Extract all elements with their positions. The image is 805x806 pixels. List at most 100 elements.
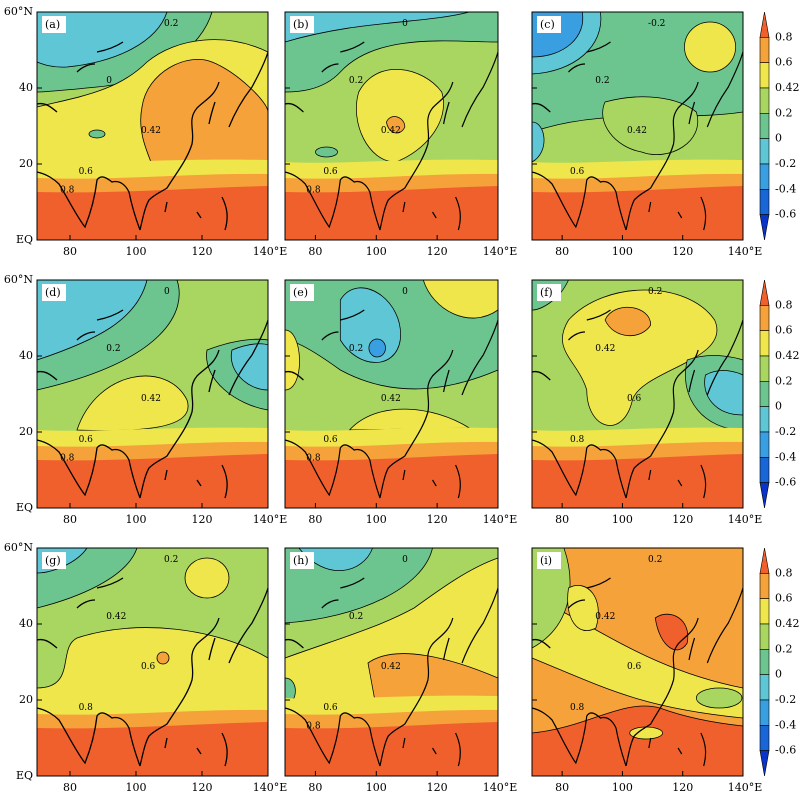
x-tick-label: 120 (427, 781, 448, 794)
panel-frame (284, 11, 499, 241)
y-tick-label: 60°N (4, 5, 33, 18)
x-tick-label: 120 (192, 513, 213, 526)
x-tick-label: 140°E (728, 513, 763, 526)
colorbar-segment (759, 573, 770, 599)
contour-label: 0.2 (164, 19, 178, 29)
contour-label: 0.2 (648, 287, 662, 297)
contour-label: 0.2 (648, 555, 662, 565)
colorbar-cap (759, 750, 770, 777)
colorbar-cap (759, 279, 770, 306)
contour-label: 0.8 (570, 435, 585, 445)
colorbar-label: 0.8 (775, 298, 793, 311)
panel-label-box (42, 284, 66, 301)
x-tick-label: 100 (126, 513, 147, 526)
colorbar-label: 0.6 (775, 56, 793, 69)
x-tick-label: 80 (63, 781, 77, 794)
colorbar-segment (759, 725, 770, 751)
colorbar-label: -0.4 (775, 450, 796, 463)
contour-label: 0.6 (570, 167, 585, 177)
x-tick-label: 140°E (483, 781, 518, 794)
panel-frame (284, 547, 499, 777)
x-tick-label: 100 (612, 513, 633, 526)
colorbar-label: 0.42 (775, 349, 800, 362)
contour-label: 0.2 (106, 344, 120, 354)
colorbar-segment (759, 355, 770, 382)
contour-label: 0.6 (627, 662, 642, 672)
colorbar-label: 0.8 (775, 30, 793, 43)
contour-label: 0 (402, 287, 408, 297)
panel-label: (c) (540, 18, 555, 31)
panel-label-box (537, 16, 561, 33)
panel-label-box (537, 284, 561, 301)
y-tick-label: 20 (19, 157, 33, 170)
x-tick-label: 80 (555, 245, 569, 258)
panel-frame (36, 279, 269, 509)
colorbar-segment (759, 649, 770, 675)
panel-f (531, 279, 744, 509)
x-tick-label: 100 (366, 513, 387, 526)
contour-label: 0.8 (60, 185, 75, 195)
x-tick-label: 120 (192, 245, 213, 258)
contour-label: 0.6 (323, 435, 338, 445)
colorbar-segment (759, 87, 770, 114)
contour-label: 0.6 (141, 662, 156, 672)
x-tick-label: 80 (555, 513, 569, 526)
colorbar-segment (759, 305, 770, 331)
colorbars: 0.8 0.6 0.42 0.2 0 -0.2 -0.4 -0.6 0.8 0.6 0.42 0.2 0… (759, 11, 800, 777)
contour-label: 0.42 (381, 126, 401, 136)
colorbar-label: -0.6 (775, 476, 796, 489)
colorbar-segment (759, 113, 770, 139)
colorbar-label: 0 (775, 132, 782, 145)
panel-label-box (290, 552, 314, 569)
contour-label: 0.6 (79, 167, 94, 177)
y-tick-label: EQ (16, 501, 33, 514)
contour-label: 0.2 (164, 555, 178, 565)
colorbar-segment (759, 62, 770, 89)
colorbar-label: 0.2 (775, 106, 793, 119)
x-tick-label: 100 (366, 781, 387, 794)
panel-label: (h) (293, 554, 309, 567)
y-tick-label: 60°N (4, 273, 33, 286)
contour-label: 0.42 (141, 394, 161, 404)
panel-e (284, 279, 499, 509)
colorbar-segment (759, 431, 770, 458)
x-tick-label: 80 (308, 781, 322, 794)
y-tick-label: EQ (16, 769, 33, 782)
contour-label: 0.42 (595, 612, 615, 622)
panel-label: (d) (45, 286, 61, 299)
colorbar-label: -0.4 (775, 718, 796, 731)
panel-label-box (290, 16, 314, 33)
panel-frame (531, 279, 744, 509)
colorbar-label: 0.2 (775, 374, 793, 387)
contour-label: 0.2 (349, 76, 363, 86)
contour-label: 0.6 (79, 435, 94, 445)
colorbar-segment (759, 699, 770, 726)
x-tick-label: 80 (308, 245, 322, 258)
panel-label-box (42, 552, 66, 569)
contour-label: 0.6 (323, 167, 338, 177)
contour-label: 0.8 (79, 703, 94, 713)
panel-frame (36, 11, 269, 241)
x-tick-label: 100 (126, 245, 147, 258)
contour-label: 0.6 (323, 703, 338, 713)
x-tick-label: 120 (192, 781, 213, 794)
contour-label: 0.8 (60, 453, 75, 463)
x-tick-label: 80 (63, 513, 77, 526)
contour-label: 0 (106, 76, 112, 86)
colorbar-segment (759, 37, 770, 63)
panel-label-box (537, 552, 561, 569)
x-tick-label: 120 (672, 245, 693, 258)
x-tick-label: 120 (672, 513, 693, 526)
x-tick-label: 80 (308, 513, 322, 526)
contour-label: 0.2 (595, 76, 609, 86)
colorbar-segment (759, 598, 770, 625)
x-tick-label: 140°E (483, 245, 518, 258)
y-tick-label: 40 (19, 349, 33, 362)
contour-label: -0.2 (648, 19, 665, 29)
colorbar-segment (759, 138, 770, 165)
x-tick-label: 100 (612, 245, 633, 258)
colorbar-segment (759, 381, 770, 407)
y-tick-label: 40 (19, 617, 33, 630)
panel-h (284, 547, 499, 777)
